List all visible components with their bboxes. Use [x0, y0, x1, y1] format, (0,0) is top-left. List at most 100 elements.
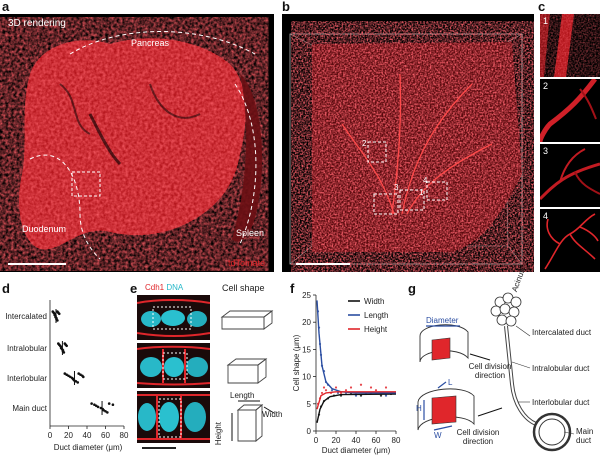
- y-tick-label: 0: [307, 427, 312, 436]
- data-point: [324, 389, 328, 392]
- fit-line: [316, 300, 396, 394]
- cell-shape-schematics: [220, 310, 275, 442]
- panel-b-image: [282, 14, 534, 272]
- l-label: L: [448, 378, 453, 387]
- pancreas-label: Pancreas: [131, 38, 170, 48]
- e-image-1: [137, 295, 210, 340]
- e-image-3: [137, 391, 210, 443]
- data-point: [96, 405, 100, 409]
- x-tick-label: 40: [352, 436, 361, 445]
- category-label: Intercalated: [5, 312, 47, 321]
- data-point: [330, 389, 334, 392]
- data-point: [379, 394, 383, 397]
- panel-f-label: f: [290, 281, 295, 296]
- legend-label: Width: [364, 297, 384, 306]
- data-point: [344, 389, 348, 392]
- division-label-1: Cell division direction: [468, 362, 512, 380]
- inset-2: [540, 79, 600, 142]
- panel-d-xlabel: Duct diameter (μm): [54, 443, 123, 452]
- duct-segment-1: [419, 324, 469, 363]
- panel-e-stains: Cdh1 DNA: [145, 283, 183, 292]
- data-point: [322, 386, 326, 389]
- panel-d-label: d: [2, 281, 10, 296]
- panel-g-schematic: [417, 292, 575, 452]
- category-label: Intralobular: [7, 344, 47, 353]
- category-label: Main duct: [12, 404, 47, 413]
- panel-e-label: e: [130, 281, 138, 296]
- y-tick-label: 25: [302, 291, 311, 300]
- interlobular-label: Interlobular duct: [532, 398, 590, 407]
- inset-3: [540, 144, 600, 207]
- x-tick-label: 80: [120, 431, 129, 440]
- x-tick-label: 60: [372, 436, 381, 445]
- diameter-label: Diameter: [426, 316, 459, 325]
- width-label: Width: [262, 410, 283, 419]
- data-point: [62, 351, 66, 354]
- data-point: [76, 381, 80, 384]
- roi-1-label: 1: [419, 188, 424, 197]
- duct-segment-2: [417, 381, 475, 431]
- y-tick-label: 15: [302, 345, 311, 354]
- panel-c-label: c: [538, 0, 546, 14]
- y-tick-label: 20: [302, 318, 311, 327]
- data-point: [369, 386, 373, 389]
- legend-label: Height: [364, 325, 388, 334]
- x-tick-label: 20: [64, 431, 73, 440]
- category-label: Interlobular: [7, 374, 47, 383]
- panel-a-label: a: [2, 0, 10, 14]
- panel-g-label: g: [408, 281, 416, 296]
- inset-1: [540, 14, 600, 77]
- data-point: [106, 411, 109, 414]
- intralobular-label: Intralobular duct: [532, 364, 590, 373]
- data-point: [65, 344, 68, 348]
- fit-line: [316, 393, 397, 423]
- height-label: Height: [214, 422, 223, 446]
- w-label: W: [434, 431, 442, 440]
- data-point: [56, 319, 59, 322]
- panel-f-chart: 0 20 40 60 80 0 5 10 15 20 25 Width Length Height Duc…: [292, 291, 401, 455]
- duodenum-label: Duodenum: [22, 224, 67, 234]
- panel-c-insets: [540, 14, 600, 272]
- y-tick-label: 10: [302, 373, 311, 382]
- fit-line: [316, 391, 396, 410]
- x-tick-label: 20: [332, 436, 341, 445]
- ductal-tree: [490, 292, 572, 452]
- division-arrow-1: [469, 353, 491, 361]
- division-label-2: Cell division direction: [456, 428, 500, 446]
- tdtomato-label: tdTomato: [228, 258, 266, 268]
- data-point: [359, 394, 363, 397]
- panel-b-scale-bar: [296, 263, 350, 265]
- x-tick-label: 40: [83, 431, 92, 440]
- data-point: [320, 391, 324, 395]
- x-tick-label: 0: [314, 436, 319, 445]
- x-tick-label: 60: [101, 431, 110, 440]
- legend-label: Length: [364, 311, 388, 320]
- panel-f-xlabel: Duct diameter (μm): [322, 446, 391, 455]
- width-arrow: [263, 406, 275, 414]
- main-duct-label: Main duct: [576, 427, 594, 445]
- inset-1-number: 1: [543, 16, 549, 26]
- roi-2-label: 2: [362, 139, 367, 148]
- e-image-2: [137, 343, 210, 388]
- roi-4-label: 4: [423, 176, 428, 185]
- dna-label: DNA: [166, 283, 184, 292]
- panel-a-title: 3D rendering: [8, 18, 66, 29]
- data-point: [384, 394, 388, 397]
- roi-3-label: 3: [394, 183, 399, 192]
- spleen-label: Spleen: [236, 228, 265, 238]
- panel-d-chart: Intercalated Intralobular Interlobular Main…: [5, 300, 129, 452]
- inset-4: [540, 209, 600, 272]
- data-point: [359, 383, 363, 386]
- pancreas-rendering: [19, 31, 263, 260]
- vascular-3d-box: [289, 33, 523, 265]
- inset-4-number: 4: [543, 211, 549, 221]
- data-point: [349, 386, 353, 389]
- data-point: [374, 389, 378, 392]
- data-point: [334, 386, 338, 389]
- data-point: [82, 375, 85, 379]
- data-point: [111, 403, 115, 406]
- data-point: [384, 386, 388, 389]
- panel-a-scale-bar: [8, 263, 66, 265]
- y-tick-label: 5: [307, 400, 312, 409]
- x-tick-label: 0: [48, 431, 53, 440]
